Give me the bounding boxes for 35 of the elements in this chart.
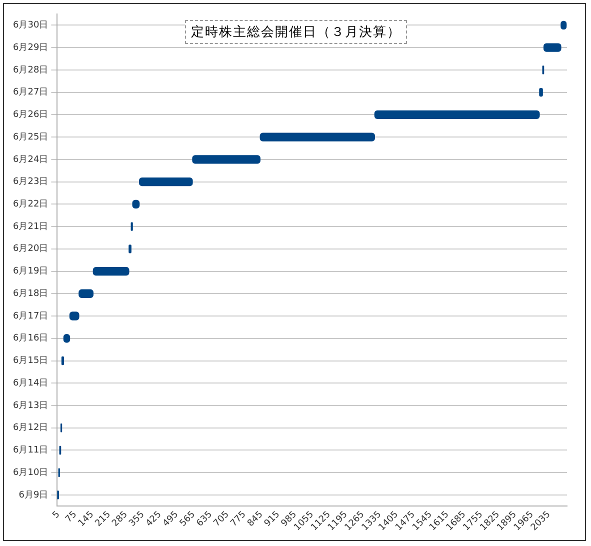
x-tick-label: 845 xyxy=(246,510,266,529)
text: 定時株主総会開催日（３月決算） xyxy=(185,20,407,44)
x-tick-label: 425 xyxy=(144,510,164,529)
y-tick-label: 6月17日 xyxy=(12,311,48,322)
y-tick-label: 6月26日 xyxy=(12,110,48,120)
y-tick-label: 6月24日 xyxy=(12,154,48,165)
y-tick-label: 6月13日 xyxy=(12,400,48,411)
x-tick-label: 915 xyxy=(262,510,282,529)
y-tick-label: 6月23日 xyxy=(12,177,48,188)
y-tick-label: 6月11日 xyxy=(12,446,48,456)
y-tick-label: 6月28日 xyxy=(12,65,48,76)
x-tick-label: 775 xyxy=(228,510,248,529)
x-tick-label: 565 xyxy=(178,510,198,529)
y-tick-label: 6月18日 xyxy=(12,288,48,299)
y-tick-label: 6月21日 xyxy=(12,222,48,232)
y-tick-label: 6月9日 xyxy=(18,490,48,500)
x-tick-label: 635 xyxy=(195,510,214,529)
y-tick-label: 6月22日 xyxy=(12,200,48,210)
x-tick-label: 355 xyxy=(128,510,147,529)
y-tick-label: 6月20日 xyxy=(12,244,48,254)
x-tick-label: 145 xyxy=(76,510,96,529)
y-tick-label: 6月15日 xyxy=(12,356,48,366)
y-tick-label: 6月16日 xyxy=(12,334,48,344)
x-tick-label: 495 xyxy=(161,510,181,529)
y-tick-label: 6月10日 xyxy=(12,468,48,478)
x-tick-label: 75 xyxy=(64,510,80,525)
x-tick-label: 5 xyxy=(51,510,62,521)
x-tick-label: 705 xyxy=(212,510,232,529)
y-tick-label: 6月29日 xyxy=(12,42,48,53)
y-tick-label: 6月27日 xyxy=(12,88,48,98)
y-tick-label: 6月12日 xyxy=(12,423,48,434)
y-tick-label: 6月14日 xyxy=(12,378,48,388)
y-tick-label: 6月30日 xyxy=(12,20,48,31)
y-tick-label: 6月25日 xyxy=(12,132,48,142)
y-tick-label: 6月19日 xyxy=(12,266,48,277)
